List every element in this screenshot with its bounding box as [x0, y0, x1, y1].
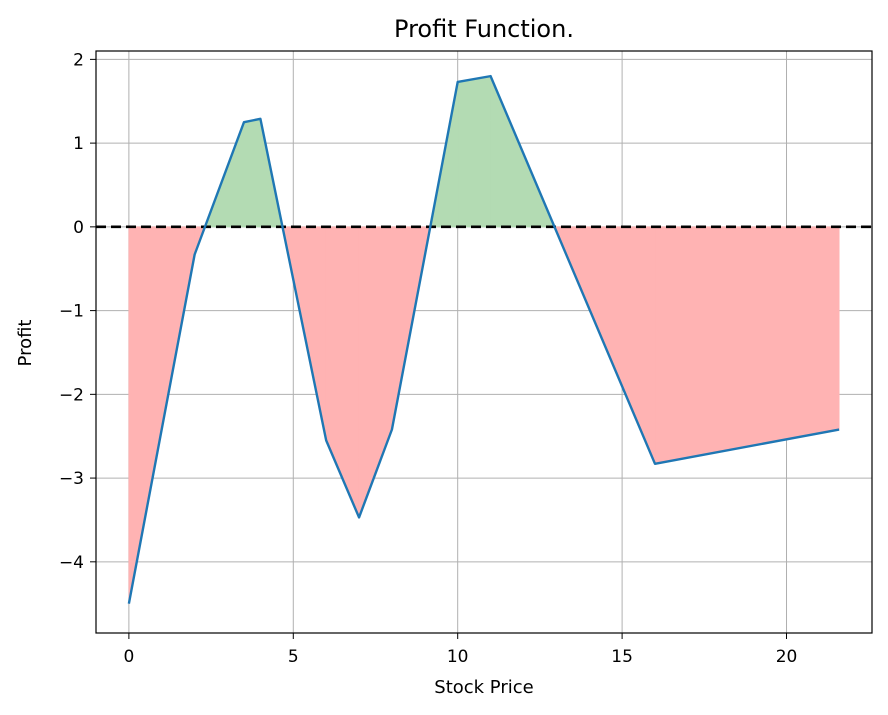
x-tick-label: 5: [288, 647, 299, 667]
profit-area: [457, 75, 491, 228]
y-tick-label: 1: [73, 134, 84, 154]
y-tick-label: −1: [59, 302, 84, 322]
x-tick-label: 20: [776, 647, 798, 667]
plot-frame: [95, 50, 873, 634]
y-tick-label: −4: [59, 553, 84, 573]
line-layer: [96, 74, 872, 604]
x-tick-label: 0: [123, 647, 134, 667]
y-tick-label: −2: [59, 385, 84, 405]
x-tick-label: 15: [611, 647, 633, 667]
loss-area: [654, 226, 840, 465]
x-tick-label: 10: [447, 647, 469, 667]
y-tick-label: −3: [59, 469, 84, 489]
y-tick-label: 2: [73, 50, 84, 70]
x-axis-label: Stock Price: [434, 677, 533, 698]
chart-title: Profit Function.: [394, 15, 574, 43]
loss-area: [325, 226, 360, 518]
profit-line: [127, 74, 840, 604]
profit-area: [243, 118, 261, 228]
y-tick-label: 0: [73, 218, 84, 238]
y-axis-label: Profit: [15, 320, 36, 367]
fill-layer: [128, 75, 840, 604]
